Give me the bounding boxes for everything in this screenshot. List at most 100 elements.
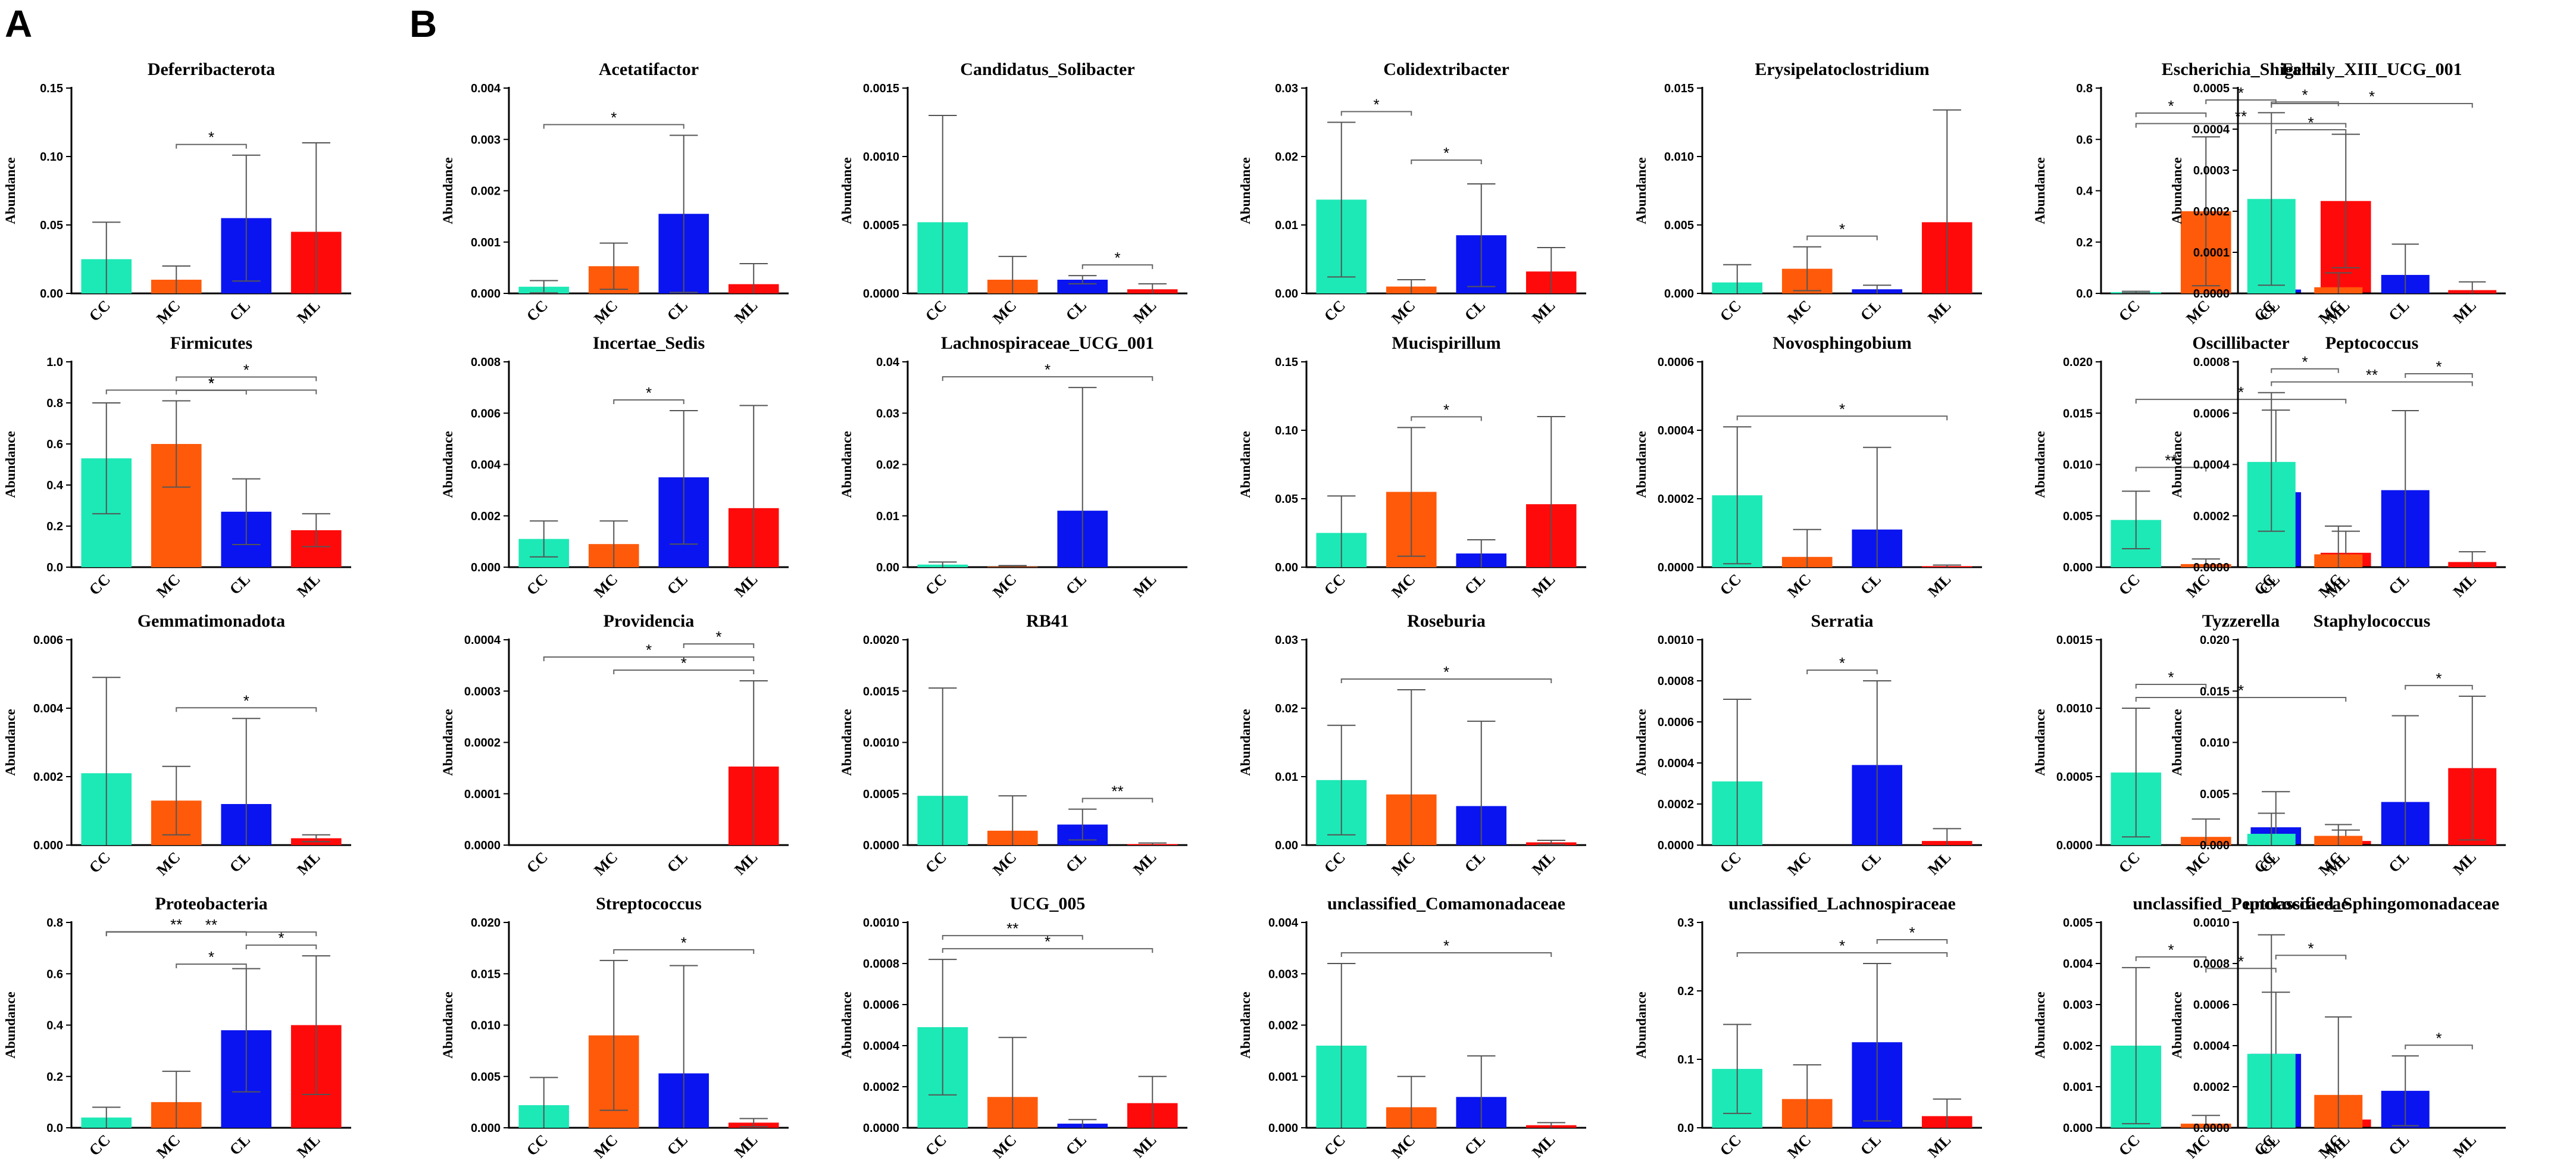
x-tick-label: ML	[1528, 297, 1558, 327]
x-tick-label: CC	[1321, 297, 1349, 325]
significance-label: *	[715, 628, 721, 646]
significance-label: *	[1839, 937, 1845, 955]
x-tick-label: MC	[989, 297, 1020, 327]
y-tick-label: 0.4	[46, 1019, 64, 1033]
significance-bracket	[613, 399, 684, 404]
y-tick-label: 0.020	[471, 916, 501, 930]
y-axis-label: Abundance	[839, 157, 854, 224]
y-tick-label: 0.005	[2200, 788, 2230, 801]
y-tick-label: 0.03	[1275, 634, 1298, 647]
significance-bracket	[942, 935, 1083, 940]
bar-cl	[1057, 280, 1108, 293]
y-tick-label: 0.0002	[2193, 1081, 2230, 1094]
chart-providencia: Providencia Abundance 0.0000 0.0001 0.0002 0.…	[440, 611, 789, 879]
x-tick-label: ML	[1924, 1131, 1954, 1161]
x-tick-label: MC	[989, 571, 1020, 601]
panel-label-b: B	[409, 2, 437, 45]
x-tick-label: ML	[2450, 571, 2480, 600]
significance-bracket	[2135, 467, 2207, 472]
x-tick-label: CL	[1857, 1131, 1884, 1159]
significance-label: *	[1045, 361, 1051, 379]
y-tick-label: 0.0005	[863, 788, 899, 801]
y-tick-label: 0.0000	[464, 839, 501, 852]
y-tick-label: 0.02	[1275, 151, 1298, 164]
significance-bracket	[942, 948, 1153, 953]
y-tick-label: 0.010	[2200, 737, 2230, 750]
y-tick-label: 0.004	[471, 82, 501, 95]
chart-title: unclassified_Comamonadaceae	[1327, 894, 1565, 914]
y-tick-label: 0.4	[2076, 185, 2093, 198]
chart-unclassified-comamonadaceae: unclassified_Comamonadaceae Abundance 0.00…	[1238, 894, 1586, 1162]
y-tick-label: 0.0000	[863, 1122, 899, 1135]
chart-title: Providencia	[604, 611, 695, 631]
y-tick-label: 0.010	[471, 1019, 501, 1033]
x-tick-label: MC	[1784, 849, 1814, 879]
chart-colidextribacter: Colidextribacter Abundance 0.00 0.01 0.02 0.0…	[1238, 60, 1586, 327]
x-tick-label: CL	[1857, 849, 1884, 876]
x-tick-label: MC	[989, 1131, 1020, 1162]
x-tick-label: MC	[590, 849, 621, 879]
significance-label: *	[1045, 933, 1051, 950]
y-tick-label: 0.0	[2076, 287, 2093, 301]
x-tick-label: CL	[664, 1131, 691, 1159]
x-tick-label: ML	[1528, 849, 1558, 878]
y-axis-label: Abundance	[2033, 431, 2047, 498]
y-tick-label: 0.010	[1664, 151, 1694, 164]
x-tick-label: CC	[922, 571, 950, 599]
x-tick-label: ML	[293, 571, 323, 600]
y-axis-label: Abundance	[1634, 991, 1649, 1058]
chart-title: Deferribacterota	[148, 60, 275, 79]
chart-title: RB41	[1026, 611, 1069, 631]
y-tick-label: 0.0000	[2056, 839, 2093, 852]
y-axis-label: Abundance	[2169, 157, 2184, 224]
chart-title: Candidatus_Solibacter	[960, 60, 1134, 79]
chart-firmicutes: Firmicutes Abundance 0.0 0.2 0.4 0.6 0.8 1.0 CC M…	[3, 333, 351, 601]
y-axis-label: Abundance	[3, 709, 18, 775]
y-tick-label: 0.000	[471, 561, 501, 574]
y-tick-label: 0.05	[1275, 493, 1298, 506]
significance-bracket	[613, 949, 755, 954]
chart-title: Incertae_Sedis	[593, 333, 705, 353]
y-tick-label: 0.0001	[2193, 246, 2230, 259]
y-tick-label: 0.2	[46, 1071, 63, 1084]
x-tick-label: CC	[1717, 571, 1745, 599]
y-tick-label: 0.0015	[863, 82, 899, 95]
y-axis-label: Abundance	[2033, 991, 2047, 1058]
charts-grid: Deferribacterota Abundance 0.00 0.05 0.10 0.1…	[3, 60, 2506, 1162]
y-tick-label: 0.0002	[863, 1081, 899, 1094]
x-tick-label: ML	[293, 849, 323, 878]
significance-label: *	[611, 108, 617, 126]
y-tick-label: 0.004	[471, 459, 501, 472]
x-tick-label: MC	[1784, 297, 1814, 327]
x-tick-label: MC	[153, 571, 183, 601]
y-tick-label: 0.020	[2200, 634, 2230, 647]
chart-novosphingobium: Novosphingobium Abundance 0.0000 0.0002 0.00…	[1634, 333, 1982, 601]
y-tick-label: 0.0010	[863, 151, 899, 164]
significance-label: *	[2436, 1029, 2441, 1047]
significance-bracket	[1806, 670, 1878, 674]
x-tick-label: MC	[989, 849, 1020, 879]
chart-title: Streptococcus	[596, 894, 702, 914]
significance-bracket	[1876, 939, 1948, 944]
y-tick-label: 0.015	[471, 968, 501, 981]
y-tick-label: 0.005	[471, 1071, 501, 1084]
y-tick-label: 0.0006	[2193, 999, 2230, 1012]
chart-lachnospiraceae-ucg-001: Lachnospiraceae_UCG_001 Abundance 0.00 0.01…	[839, 333, 1187, 601]
x-tick-label: MC	[1784, 571, 1814, 601]
significance-label: *	[1839, 220, 1845, 238]
y-tick-label: 0.0015	[2056, 634, 2093, 647]
significance-bracket	[2135, 123, 2347, 128]
y-tick-label: 0.005	[2063, 510, 2093, 523]
x-tick-label: CC	[1321, 571, 1349, 599]
y-tick-label: 0.0004	[2193, 1040, 2230, 1053]
y-tick-label: 0.000	[2063, 1122, 2093, 1135]
y-tick-label: 0.05	[40, 219, 63, 232]
chart-streptococcus: Streptococcus Abundance 0.000 0.005 0.010 0.0…	[440, 894, 789, 1162]
significance-label: *	[2436, 670, 2441, 687]
y-tick-label: 0.0010	[1658, 634, 1694, 647]
y-tick-label: 0.000	[471, 287, 501, 301]
x-tick-label: CC	[523, 1131, 551, 1159]
y-axis-label: Abundance	[440, 709, 455, 775]
chart-mucispirillum: Mucispirillum Abundance 0.00 0.05 0.10 0.15 CC…	[1238, 333, 1586, 601]
